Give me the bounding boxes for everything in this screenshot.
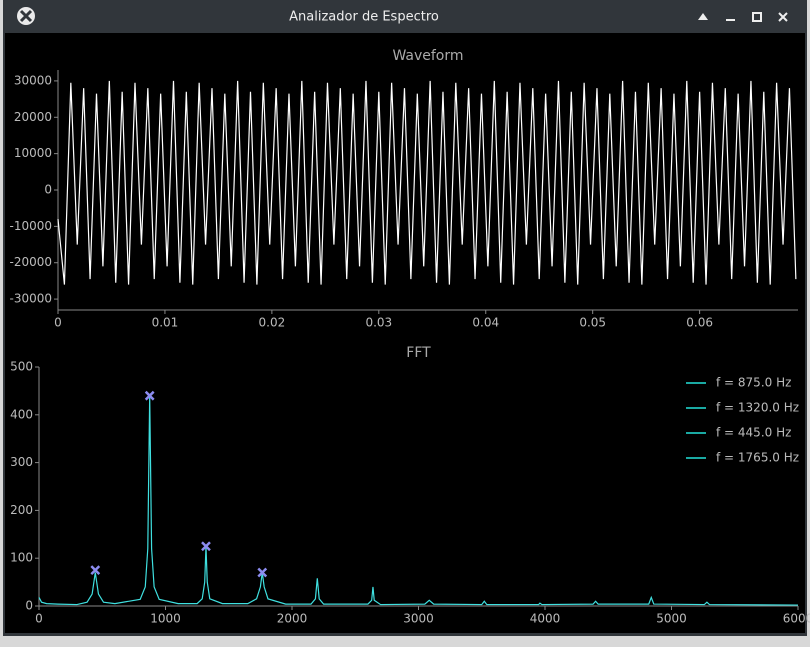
legend-label: f = 1320.0 Hz [716,401,799,415]
peak-marker [257,567,268,578]
y-tick-label: -20000 [9,255,52,269]
x-tick-label: 0 [35,612,43,626]
x-tick-label: 0.06 [686,316,713,330]
y-tick-label: -10000 [9,219,52,233]
x-tick-label: 0.02 [259,316,286,330]
peak-marker [201,541,211,552]
x-tick-label: 0.03 [365,316,392,330]
x-tick-label: 6000 [783,612,810,626]
x-tick-label: 0.05 [579,316,606,330]
y-tick-label: 300 [10,455,33,469]
legend-label: f = 875.0 Hz [716,376,791,390]
maximize-button[interactable] [752,12,762,22]
keep-above-button[interactable] [698,13,708,20]
y-tick-label: 400 [10,407,33,421]
series-line [38,395,799,606]
x-tick-label: 4000 [530,612,561,626]
y-tick-label: 0 [44,183,52,197]
x-tick-label: 5000 [656,612,687,626]
peak-marker [144,390,155,401]
x-tick-label: 3000 [403,612,434,626]
legend-label: f = 1765.0 Hz [716,451,799,465]
y-tick-label: 0 [25,599,33,613]
window-title: Analizador de Espectro [289,10,439,25]
peak-marker [90,565,101,576]
legend-label: f = 445.0 Hz [716,426,791,440]
x-tick-label: 0.04 [472,316,499,330]
y-tick-label: 20000 [14,110,52,124]
y-tick-label: 30000 [14,73,52,87]
y-tick-label: -30000 [9,292,52,306]
app-icon [17,7,35,25]
x-tick-label: 0 [54,316,62,330]
y-tick-label: 500 [10,360,33,374]
chart-title: FFT [406,345,431,361]
y-tick-label: 200 [10,503,33,517]
x-tick-label: 0.01 [152,316,179,330]
chart-title: Waveform [392,48,463,64]
close-button[interactable] [778,12,788,22]
y-tick-label: 100 [10,551,33,565]
y-tick-label: 10000 [14,146,52,160]
series-line [57,80,797,285]
x-tick-label: 2000 [277,612,308,626]
x-tick-label: 1000 [150,612,181,626]
plot-area [5,33,805,633]
